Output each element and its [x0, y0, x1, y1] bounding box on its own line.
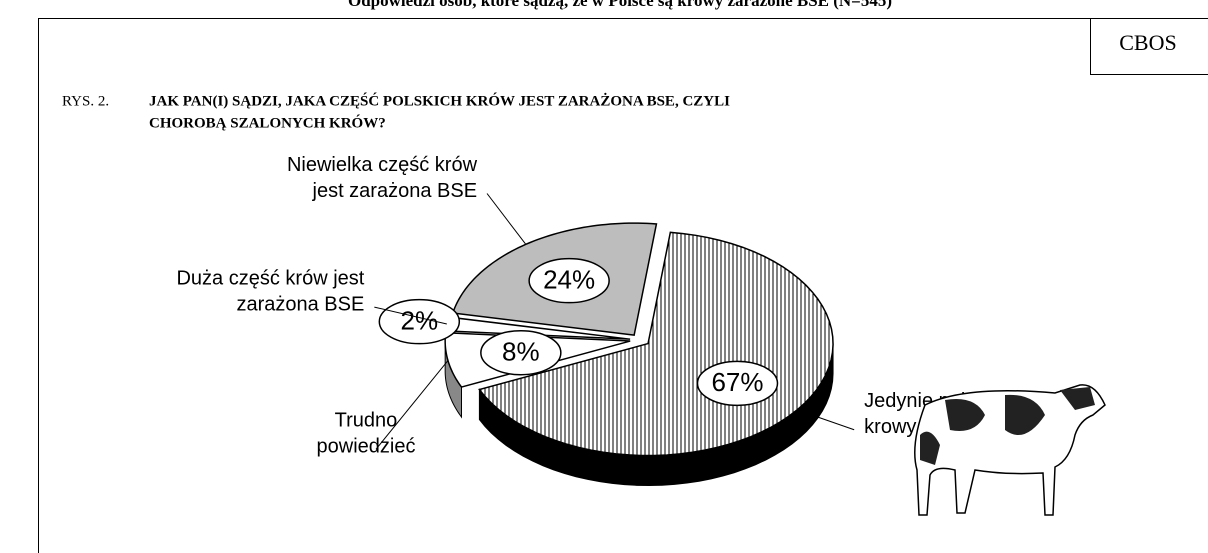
value-label-bubble: [528, 257, 610, 304]
leader-line: [486, 193, 527, 245]
chart-title: JAK PAN(I) SĄDZI, JAKA CZĘŚĆ POLSKICH KR…: [149, 92, 730, 109]
chart-title: CHOROBĄ SZALONYCH KRÓW?: [149, 114, 386, 131]
figure-number: RYS. 2.: [62, 93, 109, 109]
leader-line: [375, 360, 449, 450]
header: Odpowiedzi osób, które sądzą, że w Polsc…: [348, 0, 892, 10]
category-label: Trudno: [335, 410, 398, 432]
category-label: jest zarażona BSE: [312, 180, 478, 202]
value-label: 67%: [711, 367, 763, 397]
value-label: 24%: [543, 265, 595, 295]
pie: 67%Jedynie pojedynczekrowy są zarażone B…: [176, 154, 1076, 487]
category-label: Duża część krów jest: [176, 267, 364, 289]
leader-line: [374, 306, 447, 325]
cow-icon: [914, 384, 1106, 516]
category-label: Niewielka część krów: [287, 154, 478, 176]
frame: [38, 18, 1208, 553]
leader-line: [796, 409, 855, 431]
value-label: 8%: [502, 337, 540, 367]
value-label-bubble: [378, 298, 461, 345]
category-label: zarażona BSE: [236, 293, 364, 315]
category-label: powiedzieć: [317, 436, 416, 458]
source-box: [1090, 18, 1208, 75]
value-label-bubble: [696, 360, 779, 407]
value-label-bubble: [480, 329, 562, 376]
source: CBOS: [1119, 30, 1176, 55]
